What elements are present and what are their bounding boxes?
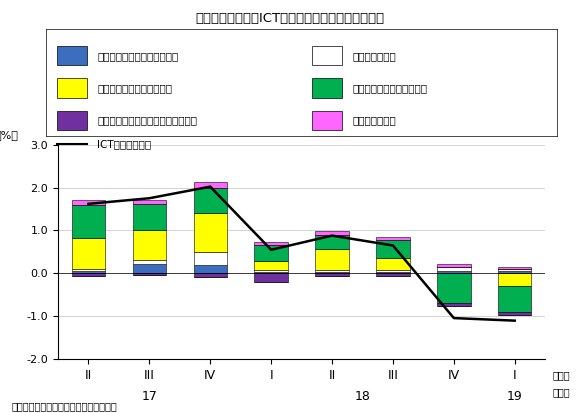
Bar [72,273,105,275]
Bar [316,270,349,272]
Bar [316,272,349,273]
Text: （出所）財務省「貿易統計」から作成。: （出所）財務省「貿易統計」から作成。 [12,401,117,411]
Bar [498,273,531,286]
Text: 音響・映像機器（含部品）・寄与度: 音響・映像機器（含部品）・寄与度 [97,115,197,125]
Text: ICT関連・寄与度: ICT関連・寄与度 [97,139,151,149]
Bar [72,271,105,273]
Bar [316,231,349,235]
Text: （%）: （%） [0,130,19,140]
Bar [437,271,470,273]
Bar [437,304,470,306]
Text: 半導体等製造装置・寄与度: 半導体等製造装置・寄与度 [353,83,427,93]
FancyBboxPatch shape [312,111,342,130]
Text: （年）: （年） [552,387,570,397]
Bar [194,273,227,277]
Bar [498,286,531,312]
Bar [437,263,470,267]
Bar [498,312,531,315]
Text: （期）: （期） [552,370,570,380]
Text: 電算機類（含部品）・寄与度: 電算機類（含部品）・寄与度 [97,51,179,61]
Bar [72,205,105,238]
Bar [255,273,288,282]
Bar [194,188,227,213]
Bar [498,269,531,271]
FancyBboxPatch shape [57,78,87,97]
Bar [133,204,166,230]
FancyBboxPatch shape [57,46,87,65]
Text: その他・寄与度: その他・寄与度 [353,115,396,125]
Bar [316,249,349,270]
Bar [194,252,227,265]
Bar [498,271,531,273]
Bar [376,273,409,276]
Bar [133,264,166,273]
Bar [376,272,409,273]
Bar [133,273,166,275]
FancyBboxPatch shape [312,78,342,97]
Bar [376,258,409,270]
Bar [316,273,349,276]
Text: 19: 19 [507,390,523,403]
Bar [194,213,227,252]
Bar [255,244,288,261]
Text: 18: 18 [354,390,371,403]
Bar [255,270,288,272]
Bar [72,238,105,269]
Bar [437,267,470,271]
Text: 半導体等電子部品・寄与度: 半導体等電子部品・寄与度 [97,83,172,93]
Bar [437,273,470,304]
Bar [316,235,349,249]
Bar [194,183,227,188]
Bar [133,230,166,260]
Bar [72,269,105,271]
Bar [255,242,288,244]
Bar [194,265,227,273]
Bar [498,267,531,269]
Bar [376,237,409,240]
Bar [133,260,166,264]
Bar [133,199,166,204]
Text: 輸出総額に占めるICT関連輸出（品目別）の寄与度: 輸出総額に占めるICT関連輸出（品目別）の寄与度 [195,12,385,25]
Bar [255,261,288,270]
Bar [72,200,105,205]
Bar [376,270,409,272]
FancyBboxPatch shape [57,111,87,130]
Text: 通信機・寄与度: 通信機・寄与度 [353,51,396,61]
Bar [255,272,288,273]
Text: 17: 17 [142,390,157,403]
FancyBboxPatch shape [312,46,342,65]
Bar [376,240,409,258]
